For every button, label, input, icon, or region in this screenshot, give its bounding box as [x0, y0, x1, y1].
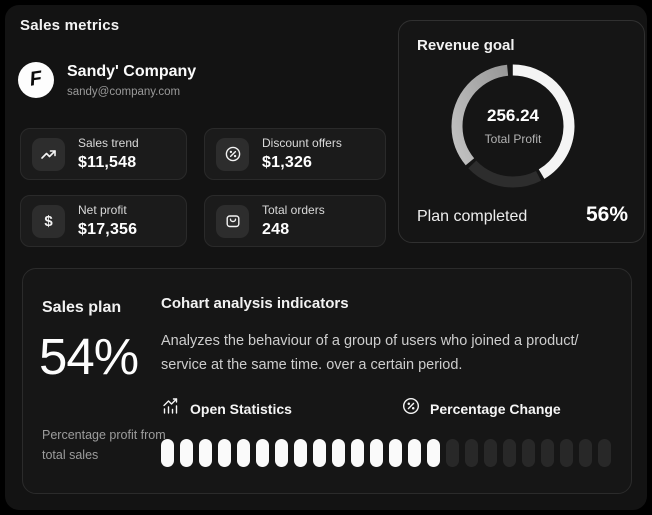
metric-label: Total orders: [262, 203, 325, 217]
sales-plan-title: Sales plan: [42, 299, 122, 316]
metric-value: $17,356: [78, 221, 138, 238]
metric-label: Discount offers: [262, 136, 342, 150]
metric-card-discount-offers: Discount offers $1,326: [204, 128, 386, 180]
progress-segment: [313, 439, 326, 467]
progress-segment: [237, 439, 250, 467]
progress-segment: [218, 439, 231, 467]
progress-segment: [541, 439, 554, 467]
progress-segment: [199, 439, 212, 467]
revenue-goal-title: Revenue goal: [417, 37, 515, 54]
progress-segment: [161, 439, 174, 467]
shopping-bag-icon: [216, 204, 249, 238]
plan-completed-label: Plan completed: [417, 208, 528, 225]
progress-segment: [389, 439, 402, 467]
progress-segment: [370, 439, 383, 467]
metric-label: Sales trend: [78, 136, 139, 150]
metric-card-sales-trend: Sales trend $11,548: [20, 128, 187, 180]
total-profit-value: 256.24: [487, 106, 539, 125]
metric-value: $11,548: [78, 154, 137, 171]
metric-value: 248: [262, 221, 290, 238]
progress-segment: [446, 439, 459, 467]
progress-segment: [351, 439, 364, 467]
revenue-goal-panel: Revenue goal 256.24 Total Profit Plan co…: [398, 20, 645, 243]
metric-cards: Sales trend $11,548 Discount offers $1,3…: [20, 128, 386, 247]
metric-card-total-orders: Total orders 248: [204, 195, 386, 247]
company-logo-icon: F: [28, 66, 44, 91]
dollar-icon: $: [32, 204, 65, 238]
page-title: Sales metrics: [20, 17, 120, 34]
progress-segment: [503, 439, 516, 467]
metric-value: $1,326: [262, 154, 313, 171]
total-profit-label: Total Profit: [484, 132, 542, 146]
company-name: Sandy' Company: [67, 62, 197, 80]
percentage-change-label: Percentage Change: [430, 400, 561, 417]
dashboard: Sales metrics F Sandy' Company sandy@com…: [5, 5, 647, 510]
cohort-analysis-section: Cohart analysis indicators Analyzes the …: [161, 269, 617, 493]
donut-segment-remaining-gray: [451, 64, 575, 188]
progress-segment: [465, 439, 478, 467]
cohort-progress-bar: [161, 439, 611, 467]
donut-segment-completed: [451, 64, 575, 188]
progress-segment: [256, 439, 269, 467]
progress-segment: [294, 439, 307, 467]
percent-circle-icon: [401, 396, 421, 421]
progress-segment: [332, 439, 345, 467]
bar-chart-icon: [161, 396, 181, 421]
discount-icon: [216, 137, 249, 171]
cohort-description: Analyzes the behaviour of a group of use…: [161, 333, 579, 373]
sales-plan-panel: Sales plan 54% Percentage profit from to…: [22, 268, 632, 494]
sales-plan-percentage: 54%: [39, 328, 139, 385]
progress-segment: [408, 439, 421, 467]
sales-plan-caption: Percentage profit from total sales: [42, 428, 166, 462]
company-avatar: F: [18, 62, 54, 98]
open-statistics-button[interactable]: Open Statistics: [161, 396, 292, 421]
percentage-change-button[interactable]: Percentage Change: [401, 396, 561, 421]
cohort-title: Cohart analysis indicators: [161, 295, 349, 312]
trending-up-icon: [32, 137, 65, 171]
company-email: sandy@company.com: [67, 85, 181, 98]
progress-segment: [484, 439, 497, 467]
revenue-donut-chart: 256.24 Total Profit: [451, 64, 575, 188]
open-statistics-label: Open Statistics: [190, 400, 292, 417]
donut-segment-remaining-dark: [451, 64, 575, 188]
progress-segment: [180, 439, 193, 467]
progress-segment: [560, 439, 573, 467]
progress-segment: [522, 439, 535, 467]
progress-segment: [427, 439, 440, 467]
progress-segment: [598, 439, 611, 467]
company-profile[interactable]: F Sandy' Company sandy@company.com: [18, 62, 196, 98]
progress-segment: [579, 439, 592, 467]
progress-segment: [275, 439, 288, 467]
metric-card-net-profit: $ Net profit $17,356: [20, 195, 187, 247]
metric-label: Net profit: [78, 203, 127, 217]
plan-completed-value: 56%: [585, 203, 628, 226]
